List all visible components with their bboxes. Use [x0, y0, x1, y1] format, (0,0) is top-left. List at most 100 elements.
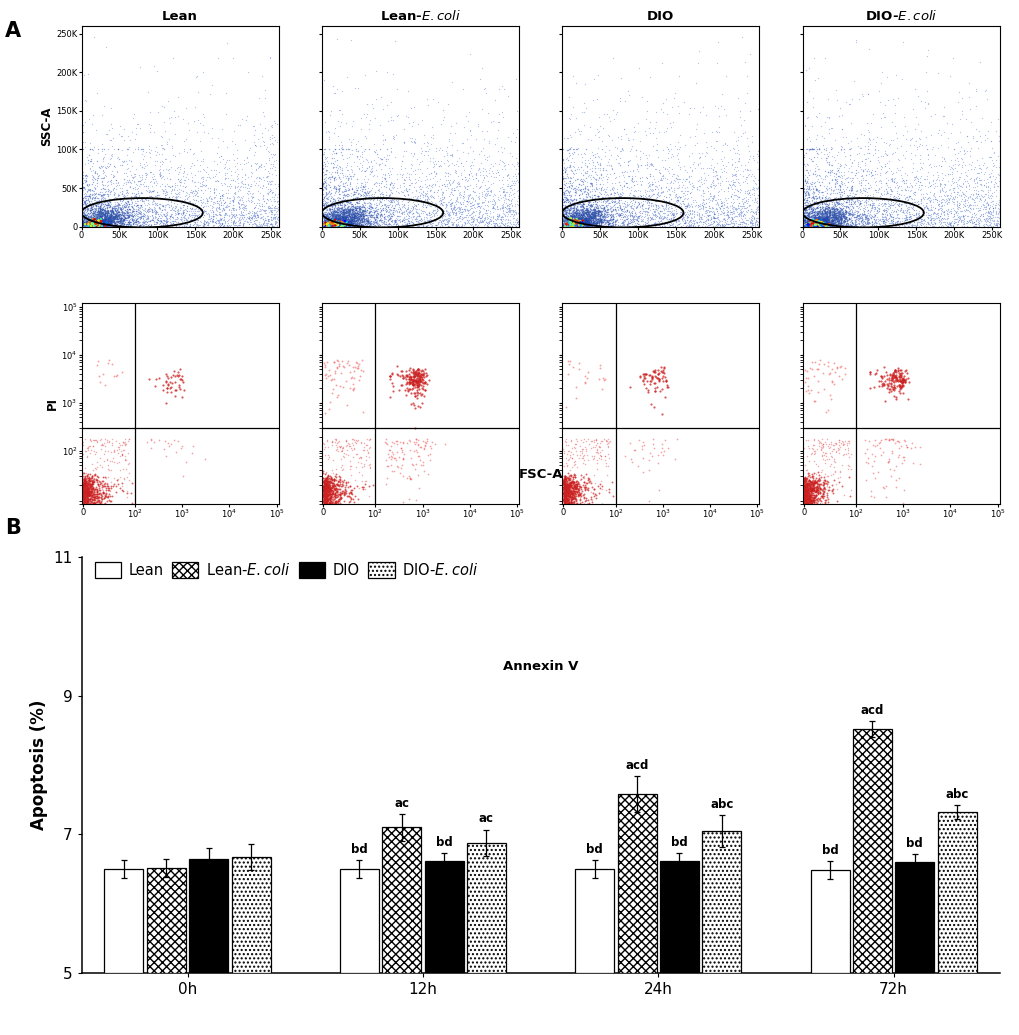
- Point: [725, 203, 741, 219]
- Point: [88, 216, 104, 233]
- Point: [718, 207, 735, 224]
- Point: [194, 174, 210, 190]
- Point: [383, 450, 399, 467]
- Point: [557, 160, 574, 177]
- Point: [341, 201, 358, 217]
- Point: [88, 461, 104, 477]
- Point: [796, 486, 812, 503]
- Point: [642, 197, 658, 213]
- Point: [89, 193, 105, 209]
- Point: [76, 139, 93, 155]
- Point: [458, 198, 474, 214]
- Point: [678, 179, 694, 196]
- Point: [912, 212, 928, 229]
- Point: [138, 212, 154, 229]
- Point: [557, 478, 574, 495]
- Point: [510, 158, 526, 175]
- Point: [596, 209, 612, 226]
- Point: [572, 472, 588, 489]
- Point: [852, 213, 868, 230]
- Point: [625, 211, 641, 228]
- Point: [86, 216, 102, 233]
- Point: [578, 218, 594, 235]
- Point: [952, 209, 968, 226]
- Point: [270, 208, 286, 225]
- Point: [814, 513, 830, 530]
- Point: [333, 139, 350, 155]
- Point: [415, 217, 431, 234]
- Point: [590, 209, 606, 226]
- Point: [322, 503, 338, 520]
- Point: [82, 141, 98, 157]
- Point: [800, 187, 816, 204]
- Point: [350, 186, 366, 203]
- Point: [324, 201, 340, 217]
- Point: [336, 213, 353, 230]
- Point: [953, 159, 969, 176]
- Point: [81, 472, 97, 489]
- Point: [717, 207, 734, 224]
- Point: [498, 200, 515, 216]
- Point: [329, 218, 345, 235]
- Point: [591, 208, 607, 225]
- Point: [82, 188, 98, 205]
- Point: [865, 182, 881, 199]
- Point: [323, 470, 339, 486]
- Point: [823, 217, 840, 234]
- Point: [910, 203, 926, 219]
- Point: [86, 211, 102, 228]
- Point: [556, 218, 573, 235]
- Point: [129, 190, 146, 207]
- Point: [233, 203, 250, 219]
- Point: [564, 214, 580, 231]
- Point: [706, 168, 722, 184]
- Point: [803, 211, 819, 228]
- Point: [504, 181, 521, 198]
- Point: [115, 217, 131, 234]
- Point: [319, 503, 335, 520]
- Point: [335, 201, 352, 217]
- Point: [869, 464, 886, 480]
- Point: [366, 205, 382, 221]
- Point: [599, 200, 615, 216]
- Point: [83, 478, 99, 495]
- Point: [248, 138, 264, 154]
- Point: [979, 188, 996, 205]
- Point: [361, 216, 377, 233]
- Point: [742, 214, 758, 231]
- Point: [123, 185, 140, 202]
- Point: [315, 206, 331, 223]
- Point: [949, 162, 965, 179]
- Point: [853, 211, 869, 228]
- Point: [316, 366, 332, 383]
- Point: [96, 513, 112, 530]
- Point: [986, 216, 1003, 233]
- Point: [74, 506, 91, 523]
- Point: [93, 217, 109, 234]
- Point: [85, 205, 101, 221]
- Point: [588, 203, 604, 219]
- Point: [815, 146, 832, 162]
- Point: [326, 216, 342, 233]
- Point: [325, 203, 341, 219]
- Point: [325, 214, 341, 231]
- Point: [318, 480, 334, 497]
- Point: [824, 466, 841, 482]
- Point: [829, 206, 846, 223]
- Point: [85, 469, 101, 485]
- Point: [215, 217, 231, 234]
- Point: [795, 484, 811, 501]
- Point: [913, 211, 929, 228]
- Point: [859, 211, 875, 228]
- Point: [414, 456, 430, 473]
- Point: [817, 213, 834, 230]
- Point: [384, 189, 400, 206]
- Point: [146, 168, 162, 184]
- Point: [557, 205, 574, 221]
- Point: [554, 165, 571, 181]
- Point: [800, 476, 816, 493]
- Point: [944, 217, 960, 234]
- Point: [858, 209, 874, 226]
- Point: [380, 204, 396, 220]
- Point: [226, 173, 243, 189]
